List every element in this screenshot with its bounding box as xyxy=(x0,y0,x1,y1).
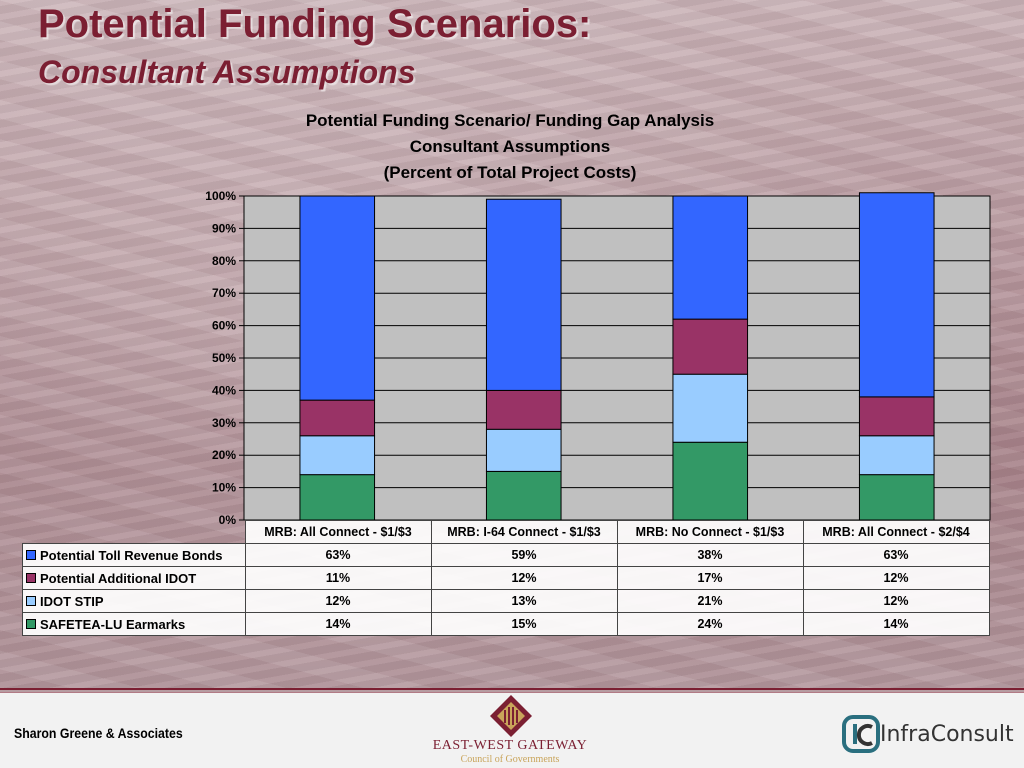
series-name: Potential Toll Revenue Bonds xyxy=(40,547,223,563)
y-tick-label: 20% xyxy=(212,448,236,462)
legend-swatch xyxy=(26,550,36,561)
bar-segment xyxy=(858,474,935,521)
bar-segment xyxy=(299,435,376,476)
category-label: MRB: All Connect - $2/$4 xyxy=(802,520,990,544)
data-label: 24% xyxy=(616,612,804,636)
bar-segment xyxy=(672,318,749,375)
east-west-gateway-subtitle: Council of Governments xyxy=(460,754,560,765)
infraconsult-logo-icon xyxy=(842,715,880,753)
bar-segment xyxy=(485,428,562,472)
chart-title-line: Consultant Assumptions xyxy=(409,137,611,156)
east-west-gateway-logo-icon xyxy=(490,695,532,737)
bar-segment xyxy=(299,195,376,401)
bar-segment xyxy=(299,399,376,437)
data-label: 59% xyxy=(430,543,618,567)
bar-segment xyxy=(485,470,562,521)
legend-swatch xyxy=(26,619,36,630)
bar-segment xyxy=(485,198,562,391)
table-row: Potential Additional IDOT 11% 12% 17% 12… xyxy=(22,566,990,590)
category-label: MRB: I-64 Connect - $1/$3 xyxy=(430,520,618,544)
data-label: 12% xyxy=(430,566,618,590)
y-tick-label: 60% xyxy=(212,319,236,333)
category-label: MRB: All Connect - $1/$3 xyxy=(244,520,432,544)
category-label: MRB: No Connect - $1/$3 xyxy=(616,520,804,544)
data-label: 63% xyxy=(244,543,432,567)
bar-segment xyxy=(672,195,749,320)
legend-swatch xyxy=(26,596,36,607)
stacked-bar-chart: 0% 10% 20% 30% 40% 50% 60% 70% 80% 90% 100% xyxy=(205,189,991,527)
legend-entry: SAFETEA-LU Earmarks xyxy=(22,612,246,636)
bar-segment xyxy=(858,435,935,476)
table-row: SAFETEA-LU Earmarks 14% 15% 24% 14% xyxy=(22,612,990,636)
table-row: IDOT STIP 12% 13% 21% 12% xyxy=(22,589,990,613)
bar-segment xyxy=(485,389,562,430)
data-label: 13% xyxy=(430,589,618,613)
y-tick-label: 0% xyxy=(219,513,237,527)
chart-title: Potential Funding Scenario/ Funding Gap … xyxy=(140,108,880,186)
data-label: 15% xyxy=(430,612,618,636)
infraconsult-name: InfraConsult xyxy=(880,722,1014,747)
data-label: 17% xyxy=(616,566,804,590)
footer-divider xyxy=(0,692,1024,693)
series-name: SAFETEA-LU Earmarks xyxy=(40,616,186,632)
data-label: 11% xyxy=(244,566,432,590)
legend-entry: Potential Additional IDOT xyxy=(22,566,246,590)
y-tick-label: 80% xyxy=(212,254,236,268)
data-label: 14% xyxy=(802,612,990,636)
data-label: 21% xyxy=(616,589,804,613)
footer-divider xyxy=(0,688,1024,690)
y-tick-label: 90% xyxy=(212,221,236,235)
data-label: 12% xyxy=(244,589,432,613)
y-tick-label: 30% xyxy=(212,416,236,430)
chart-title-line: (Percent of Total Project Costs) xyxy=(383,163,637,182)
slide-title: Potential Funding Scenarios: xyxy=(38,2,592,46)
series-name: Potential Additional IDOT xyxy=(40,570,197,586)
data-label: 12% xyxy=(802,566,990,590)
data-label: 14% xyxy=(244,612,432,636)
legend-entry: IDOT STIP xyxy=(22,589,246,613)
bar-segment xyxy=(858,192,935,398)
east-west-gateway-name: EAST-WEST GATEWAY xyxy=(432,738,588,753)
data-label: 38% xyxy=(616,543,804,567)
legend-swatch xyxy=(26,573,36,584)
data-label: 63% xyxy=(802,543,990,567)
category-header-row: MRB: All Connect - $1/$3 MRB: I-64 Conne… xyxy=(23,520,990,544)
legend-entry: Potential Toll Revenue Bonds xyxy=(22,543,246,567)
y-tick-label: 50% xyxy=(212,351,236,365)
chart-data-table: MRB: All Connect - $1/$3 MRB: I-64 Conne… xyxy=(22,520,990,636)
y-tick-label: 40% xyxy=(212,383,236,397)
table-row: Potential Toll Revenue Bonds 63% 59% 38%… xyxy=(22,543,990,567)
sharon-greene-logo-text: Sharon Greene & Associates xyxy=(14,725,183,741)
y-tick-label: 70% xyxy=(212,286,236,300)
chart-title-line: Potential Funding Scenario/ Funding Gap … xyxy=(305,111,715,130)
data-label: 12% xyxy=(802,589,990,613)
slide-subtitle: Consultant Assumptions xyxy=(38,54,416,90)
series-name: IDOT STIP xyxy=(40,593,104,609)
bar-segment xyxy=(858,396,935,437)
y-tick-label: 100% xyxy=(205,189,236,203)
table-corner xyxy=(23,521,246,544)
bar-segment xyxy=(672,441,749,521)
bar-segment xyxy=(672,373,749,443)
y-tick-label: 10% xyxy=(212,481,236,495)
bar-segment xyxy=(299,474,376,521)
